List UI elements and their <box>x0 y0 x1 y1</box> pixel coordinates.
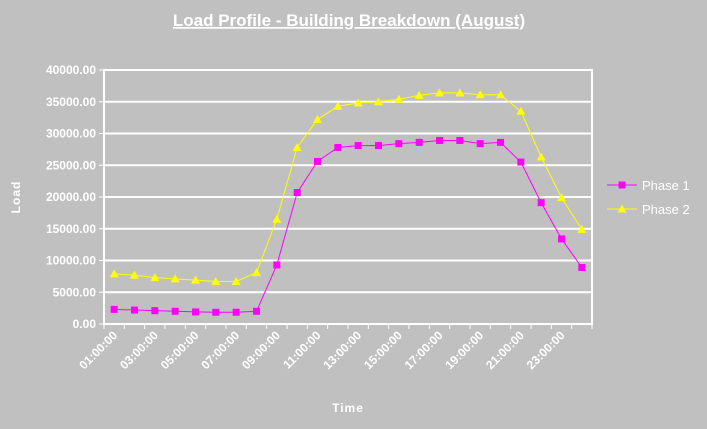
series-phase-2 <box>109 88 587 285</box>
data-point <box>252 268 261 277</box>
data-point <box>536 152 546 161</box>
x-tick-label: 23:00:00 <box>524 328 568 372</box>
data-point <box>577 224 587 233</box>
y-tick-label: 20000.00 <box>46 190 96 204</box>
data-point <box>231 276 241 285</box>
y-axis-title: Load <box>9 181 23 214</box>
legend-marker <box>618 181 626 189</box>
y-tick-label: 35000.00 <box>46 95 96 109</box>
data-point <box>497 138 504 146</box>
data-point <box>537 199 545 207</box>
x-axis-ticks: 01:00:0003:00:0005:00:0007:00:0009:00:00… <box>76 324 593 372</box>
data-point <box>211 276 221 285</box>
data-point <box>395 140 403 148</box>
data-point <box>517 158 525 166</box>
data-point <box>232 308 240 316</box>
x-tick-label: 11:00:00 <box>280 328 324 372</box>
y-tick-label: 5000.00 <box>53 285 97 299</box>
legend: Phase 1 Phase 2 <box>607 178 690 217</box>
data-point <box>475 90 485 99</box>
data-point <box>191 275 200 284</box>
data-point <box>151 307 159 315</box>
data-point <box>253 307 260 315</box>
data-point <box>110 305 118 313</box>
data-point <box>130 270 139 279</box>
data-point <box>516 106 526 115</box>
data-point <box>456 136 464 144</box>
data-point <box>293 189 301 197</box>
y-axis-ticks: 0.00 5000.00 10000.00 15000.00 20000.00 25000… <box>46 63 104 331</box>
data-point <box>415 138 423 146</box>
data-point <box>558 235 565 243</box>
x-tick-label: 07:00:00 <box>198 328 242 372</box>
data-point <box>314 157 321 165</box>
data-point <box>313 115 322 124</box>
series-phase-1 <box>110 136 586 316</box>
data-point <box>273 261 281 269</box>
y-tick-label: 10000.00 <box>46 254 96 268</box>
x-tick-label: 13:00:00 <box>320 328 364 372</box>
data-point <box>171 307 179 315</box>
data-point <box>272 214 282 223</box>
data-point <box>435 88 444 97</box>
y-tick-label: 15000.00 <box>46 222 96 236</box>
x-tick-label: 05:00:00 <box>158 328 202 372</box>
data-point <box>333 101 343 110</box>
data-point <box>150 273 160 282</box>
data-point <box>414 90 424 99</box>
y-tick-label: 40000.00 <box>46 63 96 77</box>
data-point <box>353 98 363 107</box>
data-point <box>192 308 199 316</box>
legend-item: Phase 2 <box>607 202 690 217</box>
data-point <box>578 263 586 271</box>
legend-item: Phase 1 <box>607 178 690 193</box>
data-point <box>557 193 566 202</box>
data-point <box>131 306 138 314</box>
x-tick-label: 15:00:00 <box>361 328 405 372</box>
x-tick-label: 09:00:00 <box>239 328 283 372</box>
data-point <box>375 142 382 150</box>
x-tick-label: 17:00:00 <box>402 328 446 372</box>
data-point <box>354 142 362 150</box>
grid-lines <box>104 100 592 294</box>
data-point <box>374 97 383 106</box>
data-point <box>170 274 180 283</box>
y-tick-label: 30000.00 <box>46 127 96 141</box>
legend-label: Phase 2 <box>642 202 690 217</box>
data-point <box>212 308 220 316</box>
y-tick-label: 25000.00 <box>46 158 96 172</box>
legend-marker <box>617 204 627 213</box>
legend-label: Phase 1 <box>642 178 690 193</box>
chart-title: Load Profile - Building Breakdown (Augus… <box>173 11 525 30</box>
x-tick-label: 01:00:00 <box>76 328 120 372</box>
data-point <box>394 94 404 103</box>
data-point <box>334 143 342 151</box>
x-tick-label: 03:00:00 <box>117 328 161 372</box>
data-point <box>109 269 119 278</box>
data-point <box>292 142 302 151</box>
data-point <box>436 136 443 144</box>
series-layer <box>109 88 587 316</box>
x-tick-label: 19:00:00 <box>442 328 486 372</box>
data-point <box>455 88 465 97</box>
data-point <box>496 90 505 99</box>
data-point <box>476 140 484 148</box>
x-axis-title: Time <box>332 401 364 415</box>
x-tick-label: 21:00:00 <box>483 328 527 372</box>
y-tick-label: 0.00 <box>73 317 97 331</box>
